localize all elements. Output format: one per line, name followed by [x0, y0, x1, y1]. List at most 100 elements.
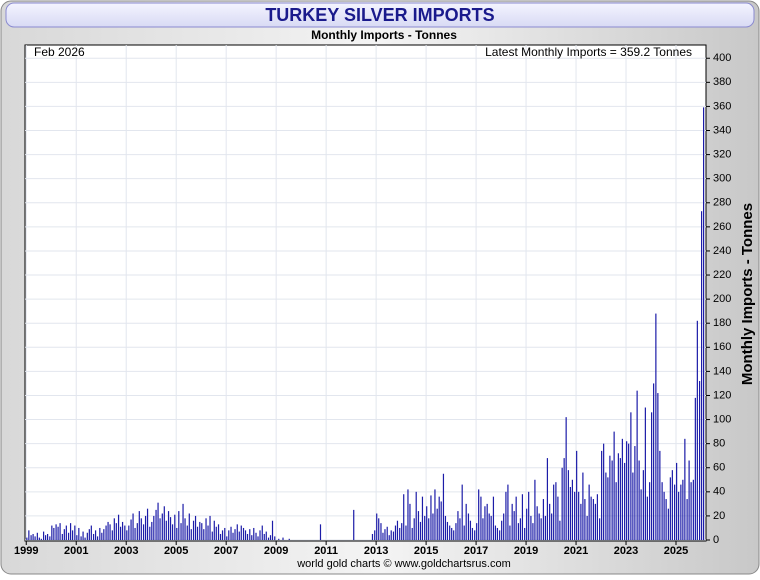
bar	[542, 499, 545, 540]
bar	[115, 523, 117, 540]
x-tick-label: 2023	[614, 545, 638, 557]
bar	[165, 520, 167, 540]
bar	[278, 538, 280, 540]
bar	[607, 477, 609, 540]
bar	[236, 524, 238, 540]
bar	[142, 524, 145, 540]
bar	[96, 536, 99, 540]
bar	[480, 496, 482, 540]
bar	[176, 527, 178, 540]
bar	[78, 527, 80, 540]
bar	[394, 525, 397, 540]
bar	[371, 533, 374, 540]
bar	[124, 525, 126, 540]
bar	[634, 446, 636, 540]
y-tick-label: 100	[713, 413, 731, 425]
bar	[228, 530, 230, 540]
bar	[524, 527, 526, 540]
bar	[242, 527, 245, 540]
bar	[484, 506, 486, 540]
bar	[240, 525, 242, 540]
bar	[109, 524, 111, 540]
x-tick-label: 2001	[64, 545, 88, 557]
y-tick-label: 320	[713, 149, 731, 161]
bar	[140, 518, 142, 540]
bar	[646, 496, 648, 540]
bar	[557, 496, 559, 540]
bar	[149, 526, 151, 540]
bar	[651, 412, 653, 540]
bar	[46, 533, 49, 540]
bar	[530, 515, 532, 540]
bar	[588, 484, 590, 540]
y-tick-label: 380	[713, 76, 731, 88]
bar	[234, 529, 236, 540]
bar	[461, 484, 463, 540]
bar	[267, 537, 270, 540]
plot-area	[24, 44, 707, 542]
bar	[107, 521, 109, 540]
bar	[494, 525, 497, 540]
bar	[465, 503, 467, 540]
bar	[469, 520, 472, 540]
bar	[88, 529, 90, 540]
bar	[103, 529, 105, 540]
bar	[601, 450, 603, 540]
bar	[511, 503, 513, 540]
bar	[688, 460, 690, 540]
bar	[221, 530, 224, 540]
bar	[186, 525, 188, 540]
bar	[626, 441, 628, 540]
bar	[699, 381, 701, 540]
bar	[409, 503, 411, 540]
bar	[434, 489, 436, 540]
bar	[259, 530, 261, 540]
bar	[36, 532, 38, 540]
bar	[126, 530, 128, 540]
bar	[353, 509, 355, 540]
bar	[255, 532, 257, 540]
bar	[155, 509, 157, 540]
latest-label: Latest Monthly Imports = 359.2 Tonnes	[485, 45, 692, 59]
bar	[544, 515, 547, 540]
bar	[701, 211, 703, 540]
bar	[219, 533, 222, 540]
bar	[467, 513, 470, 540]
bar	[184, 518, 186, 540]
y-tick-label: 120	[713, 389, 731, 401]
bar	[446, 521, 449, 540]
bar	[501, 520, 503, 540]
y-tick-label: 220	[713, 269, 731, 281]
bar	[451, 527, 453, 540]
bar	[471, 527, 474, 540]
x-tick-label: 2011	[314, 545, 338, 557]
bar	[130, 519, 132, 540]
bar	[386, 526, 388, 540]
bar	[159, 518, 161, 540]
y-tick-label: 360	[713, 100, 731, 112]
bar	[169, 517, 172, 540]
bar	[540, 518, 542, 540]
bar	[265, 531, 267, 540]
bar	[396, 520, 399, 540]
y-tick-label: 340	[713, 124, 731, 136]
bar	[132, 513, 134, 540]
bar	[565, 417, 567, 540]
bar	[65, 525, 67, 540]
bar	[392, 531, 395, 540]
bar	[171, 524, 174, 540]
bar	[76, 535, 78, 540]
bar	[571, 479, 573, 540]
bar	[232, 532, 234, 540]
bar	[134, 527, 136, 540]
bar	[121, 521, 124, 540]
bar	[80, 536, 82, 540]
bar	[405, 525, 407, 540]
bar	[680, 484, 682, 540]
bar	[549, 503, 551, 540]
bar	[180, 523, 182, 540]
bar	[590, 496, 592, 540]
bar	[438, 496, 440, 540]
bar	[551, 513, 553, 540]
bar	[257, 536, 259, 540]
